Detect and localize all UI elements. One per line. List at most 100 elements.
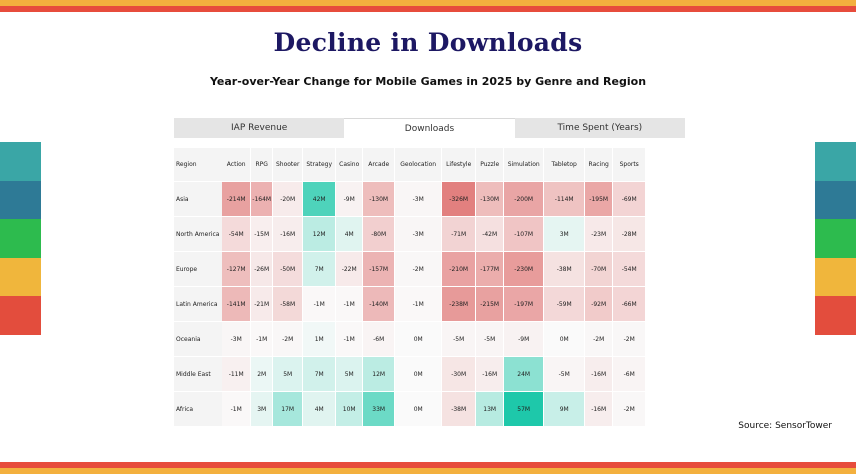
heatmap-cell: -3M bbox=[222, 322, 251, 357]
heatmap-cell: -9M bbox=[336, 182, 363, 217]
heatmap-cell: 12M bbox=[303, 217, 336, 252]
heatmap-cell: 4M bbox=[336, 217, 363, 252]
bottom-stripe bbox=[0, 462, 856, 474]
heatmap-cell: -164M bbox=[251, 182, 273, 217]
column-header: Lifestyle bbox=[442, 148, 476, 182]
column-header: Racing bbox=[585, 148, 613, 182]
heatmap-cell: -130M bbox=[476, 182, 504, 217]
row-label: Africa bbox=[174, 392, 224, 427]
heatmap-cell: -71M bbox=[442, 217, 476, 252]
side-stripe-segment bbox=[0, 142, 41, 181]
heatmap-cell: 4M bbox=[303, 392, 336, 427]
heatmap-cell: -22M bbox=[336, 252, 363, 287]
heatmap-cell: 42M bbox=[303, 182, 336, 217]
heatmap-cell: -215M bbox=[476, 287, 504, 322]
heatmap-cell: -107M bbox=[504, 217, 544, 252]
heatmap-cell: 12M bbox=[363, 357, 395, 392]
heatmap-cell: 10M bbox=[336, 392, 363, 427]
heatmap-cell: -11M bbox=[222, 357, 251, 392]
heatmap-cell: -177M bbox=[476, 252, 504, 287]
heatmap-cell: 0M bbox=[544, 322, 585, 357]
chart-subtitle: Year-over-Year Change for Mobile Games i… bbox=[209, 75, 647, 88]
row-label: North America bbox=[174, 217, 224, 252]
row-label: Middle East bbox=[174, 357, 224, 392]
heatmap-cell: -195M bbox=[585, 182, 613, 217]
heatmap-cell: -157M bbox=[363, 252, 395, 287]
heatmap-cell: -70M bbox=[585, 252, 613, 287]
heatmap-cell: 33M bbox=[363, 392, 395, 427]
heatmap-cell: -1M bbox=[336, 322, 363, 357]
column-header: Casino bbox=[336, 148, 363, 182]
column-header: Strategy bbox=[303, 148, 336, 182]
heatmap-cell: 0M bbox=[395, 357, 442, 392]
heatmap-cell: -1M bbox=[395, 287, 442, 322]
left-color-strip bbox=[0, 142, 41, 335]
heatmap-cell: 2M bbox=[251, 357, 273, 392]
heatmap-cell: -59M bbox=[544, 287, 585, 322]
side-stripe-segment bbox=[815, 142, 856, 181]
heatmap-cell: 5M bbox=[336, 357, 363, 392]
heatmap-cell: -16M bbox=[585, 357, 613, 392]
side-stripe-segment bbox=[815, 219, 856, 258]
tab-downloads[interactable]: Downloads bbox=[344, 118, 515, 138]
heatmap-cell: -140M bbox=[363, 287, 395, 322]
heatmap-cell: -15M bbox=[251, 217, 273, 252]
heatmap-cell: -21M bbox=[251, 287, 273, 322]
column-header: Tabletop bbox=[544, 148, 585, 182]
heatmap-cell: -66M bbox=[613, 287, 646, 322]
heatmap-cell: -2M bbox=[273, 322, 303, 357]
heatmap-cell: -326M bbox=[442, 182, 476, 217]
tab-iap-revenue[interactable]: IAP Revenue bbox=[174, 118, 345, 138]
heatmap-cell: -16M bbox=[476, 357, 504, 392]
heatmap-cell: -141M bbox=[222, 287, 251, 322]
heatmap-cell: 3M bbox=[544, 217, 585, 252]
column-header-region: Region bbox=[174, 148, 224, 182]
heatmap-cell: 1M bbox=[303, 322, 336, 357]
heatmap-cell: -92M bbox=[585, 287, 613, 322]
heatmap-cell: -42M bbox=[476, 217, 504, 252]
side-stripe-segment bbox=[0, 219, 41, 258]
heatmap-cell: 7M bbox=[303, 357, 336, 392]
heatmap-cell: -1M bbox=[303, 287, 336, 322]
heatmap-cell: -200M bbox=[504, 182, 544, 217]
heatmap-table: Region Action RPG Shooter Strategy Casino Arca… bbox=[174, 148, 685, 427]
heatmap-cell: -2M bbox=[585, 322, 613, 357]
heatmap-cell: -1M bbox=[222, 392, 251, 427]
source-note: Source: SensorTower bbox=[738, 421, 832, 431]
heatmap-cell: -2M bbox=[395, 252, 442, 287]
heatmap-cell: -5M bbox=[544, 357, 585, 392]
heatmap-cell: -23M bbox=[585, 217, 613, 252]
row-label: Latin America bbox=[174, 287, 224, 322]
chart-title: Decline in Downloads bbox=[273, 28, 583, 57]
heatmap-cell: -6M bbox=[613, 357, 646, 392]
heatmap-cell: 17M bbox=[273, 392, 303, 427]
heatmap-cell: 7M bbox=[303, 252, 336, 287]
heatmap-cell: -6M bbox=[363, 322, 395, 357]
row-label: Europe bbox=[174, 252, 224, 287]
heatmap-cell: -210M bbox=[442, 252, 476, 287]
heatmap-cell: 3M bbox=[251, 392, 273, 427]
heatmap-cell: -230M bbox=[504, 252, 544, 287]
heatmap-cell: -1M bbox=[336, 287, 363, 322]
heatmap-cell: 0M bbox=[395, 322, 442, 357]
heatmap-cell: -2M bbox=[613, 322, 646, 357]
column-header: Geolocation bbox=[395, 148, 442, 182]
heatmap-cell: -16M bbox=[273, 217, 303, 252]
heatmap-cell: -30M bbox=[442, 357, 476, 392]
heatmap-cell: 57M bbox=[504, 392, 544, 427]
heatmap-cell: -130M bbox=[363, 182, 395, 217]
heatmap-cell: -114M bbox=[544, 182, 585, 217]
row-label: Oceania bbox=[174, 322, 224, 357]
top-stripe bbox=[0, 0, 856, 12]
heatmap-cell: 0M bbox=[395, 392, 442, 427]
heatmap-cell: -54M bbox=[222, 217, 251, 252]
side-stripe-segment bbox=[0, 296, 41, 335]
column-header: Shooter bbox=[273, 148, 303, 182]
heatmap-cell: 13M bbox=[476, 392, 504, 427]
column-header: RPG bbox=[251, 148, 273, 182]
heatmap-cell: -80M bbox=[363, 217, 395, 252]
heatmap-cell: -28M bbox=[613, 217, 646, 252]
tab-time-spent[interactable]: Time Spent (Years) bbox=[514, 118, 685, 138]
side-stripe-segment bbox=[0, 180, 41, 219]
heatmap-cell: -16M bbox=[585, 392, 613, 427]
